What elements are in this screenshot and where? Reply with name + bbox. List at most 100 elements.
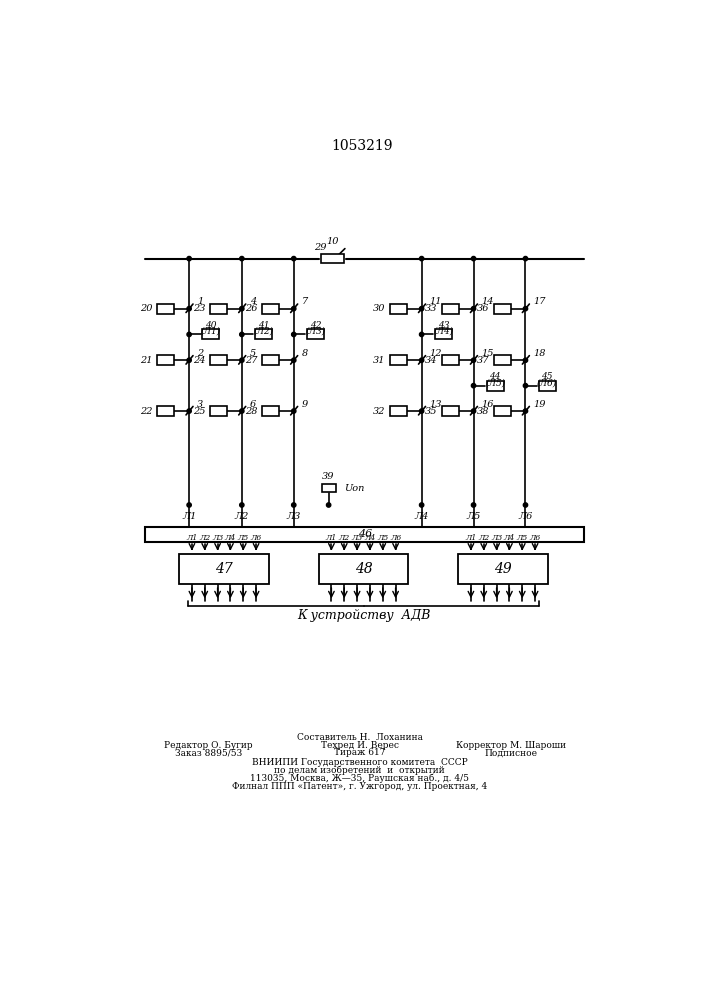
Bar bbox=[458, 554, 547, 584]
Text: 42: 42 bbox=[310, 321, 321, 330]
Text: 29: 29 bbox=[314, 243, 327, 252]
Text: 15: 15 bbox=[481, 349, 493, 358]
Text: Составитель Н.  Лоханина: Составитель Н. Лоханина bbox=[297, 733, 423, 742]
Circle shape bbox=[291, 306, 296, 311]
Text: Л5: Л5 bbox=[377, 534, 388, 542]
Circle shape bbox=[240, 256, 244, 261]
Text: Л1: Л1 bbox=[186, 534, 197, 542]
Bar bbox=[390, 304, 407, 314]
Text: 2: 2 bbox=[197, 349, 203, 358]
Text: Л1: Л1 bbox=[326, 534, 337, 542]
Text: 47: 47 bbox=[215, 562, 233, 576]
Circle shape bbox=[419, 306, 423, 311]
Bar bbox=[390, 355, 407, 365]
Text: 1: 1 bbox=[197, 297, 203, 306]
Circle shape bbox=[240, 306, 244, 311]
Circle shape bbox=[187, 256, 192, 261]
Circle shape bbox=[187, 306, 192, 311]
Text: 9: 9 bbox=[301, 400, 308, 409]
Text: 28: 28 bbox=[245, 407, 257, 416]
Text: 113035, Москва, Ж—35, Раушская наб., д. 4/5: 113035, Москва, Ж—35, Раушская наб., д. … bbox=[250, 774, 469, 783]
Bar bbox=[539, 381, 556, 391]
Text: 26: 26 bbox=[245, 304, 257, 313]
Circle shape bbox=[187, 358, 192, 362]
Bar bbox=[321, 254, 344, 263]
Text: Л1: Л1 bbox=[182, 512, 197, 521]
Text: 19: 19 bbox=[533, 400, 546, 409]
Circle shape bbox=[523, 256, 527, 261]
Circle shape bbox=[291, 503, 296, 507]
Text: (Л5): (Л5) bbox=[485, 378, 506, 387]
Text: Тираж 617: Тираж 617 bbox=[334, 748, 385, 757]
Circle shape bbox=[472, 409, 476, 413]
Bar bbox=[390, 406, 407, 416]
Circle shape bbox=[419, 256, 423, 261]
Text: 48: 48 bbox=[355, 562, 373, 576]
Bar bbox=[158, 355, 175, 365]
Text: 13: 13 bbox=[429, 400, 442, 409]
Bar bbox=[262, 406, 279, 416]
Text: 43: 43 bbox=[438, 321, 449, 330]
Text: Редактор О. Бугир: Редактор О. Бугир bbox=[164, 741, 253, 750]
Text: 8: 8 bbox=[301, 349, 308, 358]
Bar bbox=[319, 554, 408, 584]
Text: 6: 6 bbox=[250, 400, 256, 409]
Circle shape bbox=[327, 503, 331, 507]
Bar bbox=[435, 329, 452, 339]
Circle shape bbox=[419, 409, 423, 413]
Text: Л5: Л5 bbox=[517, 534, 528, 542]
Circle shape bbox=[240, 503, 244, 507]
Circle shape bbox=[523, 503, 527, 507]
Bar bbox=[493, 304, 510, 314]
Text: Л3: Л3 bbox=[491, 534, 502, 542]
Bar bbox=[493, 355, 510, 365]
Text: 4: 4 bbox=[250, 297, 256, 306]
Text: по делам изобретений  и  открытий: по делам изобретений и открытий bbox=[274, 766, 445, 775]
Text: 41: 41 bbox=[258, 321, 269, 330]
Circle shape bbox=[419, 358, 423, 362]
Text: Л5: Л5 bbox=[467, 512, 481, 521]
Text: 33: 33 bbox=[425, 304, 437, 313]
Circle shape bbox=[523, 306, 527, 311]
Bar bbox=[202, 329, 219, 339]
Bar bbox=[210, 355, 227, 365]
Text: Л4: Л4 bbox=[225, 534, 236, 542]
Bar bbox=[210, 406, 227, 416]
Text: Л4: Л4 bbox=[504, 534, 515, 542]
Text: Л5: Л5 bbox=[238, 534, 249, 542]
Text: 16: 16 bbox=[481, 400, 493, 409]
Circle shape bbox=[291, 256, 296, 261]
Text: Корректор М. Шароши: Корректор М. Шароши bbox=[456, 741, 566, 750]
Text: Л3: Л3 bbox=[351, 534, 363, 542]
Circle shape bbox=[419, 503, 423, 507]
Text: 30: 30 bbox=[373, 304, 385, 313]
Text: Техред И. Верес: Техред И. Верес bbox=[321, 741, 399, 750]
Text: ВНИИПИ Государственного комитета  СССР: ВНИИПИ Государственного комитета СССР bbox=[252, 758, 467, 767]
Text: 37: 37 bbox=[477, 356, 489, 365]
Text: Л6: Л6 bbox=[390, 534, 401, 542]
Bar bbox=[158, 406, 175, 416]
Text: Подписное: Подписное bbox=[484, 748, 537, 757]
Bar bbox=[180, 554, 269, 584]
Text: 49: 49 bbox=[494, 562, 512, 576]
Text: Заказ 8895/53: Заказ 8895/53 bbox=[175, 748, 242, 757]
Text: 11: 11 bbox=[429, 297, 442, 306]
Bar bbox=[158, 304, 175, 314]
Text: Л6: Л6 bbox=[530, 534, 541, 542]
Text: 3: 3 bbox=[197, 400, 203, 409]
Text: 20: 20 bbox=[140, 304, 153, 313]
Text: 44: 44 bbox=[489, 372, 501, 381]
Text: (Л2): (Л2) bbox=[253, 327, 274, 336]
Text: 5: 5 bbox=[250, 349, 256, 358]
Circle shape bbox=[472, 256, 476, 261]
Circle shape bbox=[291, 409, 296, 413]
Text: 32: 32 bbox=[373, 407, 385, 416]
Text: (Л3): (Л3) bbox=[305, 327, 326, 336]
Text: 36: 36 bbox=[477, 304, 489, 313]
Text: Л3: Л3 bbox=[286, 512, 301, 521]
Text: 34: 34 bbox=[425, 356, 437, 365]
Circle shape bbox=[523, 358, 527, 362]
Text: 10: 10 bbox=[326, 237, 339, 246]
Bar bbox=[262, 304, 279, 314]
Circle shape bbox=[240, 409, 244, 413]
